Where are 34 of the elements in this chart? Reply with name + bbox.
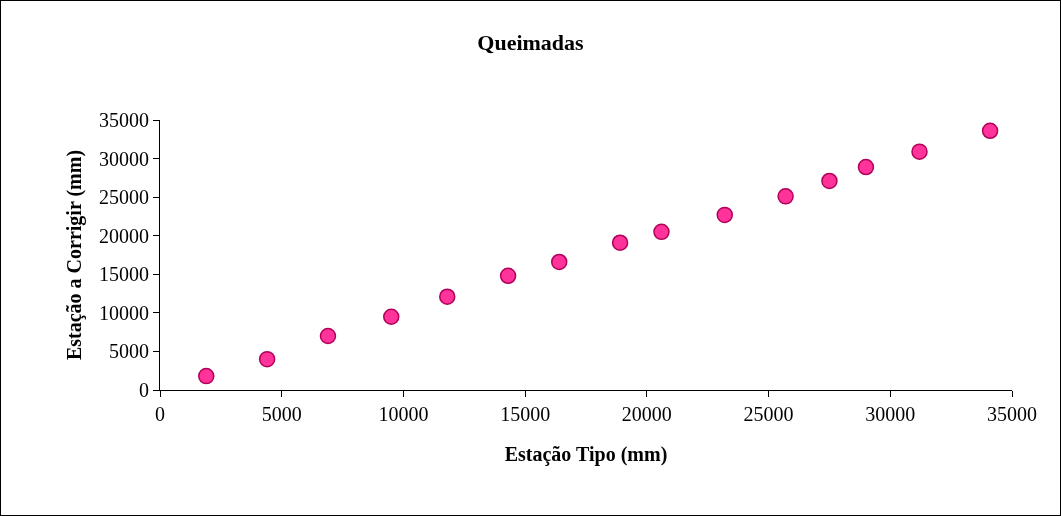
point [383, 308, 400, 325]
point [911, 143, 928, 160]
x-tick-label: 10000 [378, 403, 429, 425]
point [550, 253, 568, 271]
point [499, 267, 517, 285]
point [857, 158, 875, 176]
x-tick-label: 5000 [261, 403, 302, 425]
y-tick-label: 0 [139, 379, 149, 401]
chart-title: Queimadas [477, 29, 585, 55]
point [258, 350, 276, 368]
point [611, 234, 629, 251]
point [716, 206, 733, 224]
y-axis-title: Estação a Corrigir (mm) [62, 149, 86, 361]
point [777, 188, 794, 205]
point [821, 172, 838, 190]
x-tick-label: 0 [155, 403, 165, 425]
y-tick-label: 35000 [99, 109, 149, 131]
y-tick-label: 10000 [99, 301, 149, 324]
point [439, 288, 456, 305]
point [198, 367, 215, 385]
y-tick-label: 15000 [99, 263, 149, 286]
x-tick-label: 25000 [743, 403, 794, 425]
point [653, 223, 670, 241]
point [981, 122, 999, 140]
point [319, 327, 337, 345]
x-tick-label: 15000 [500, 403, 551, 425]
x-tick-label: 20000 [621, 403, 672, 425]
y-tick-label: 20000 [99, 224, 149, 247]
x-tick-label: 35000 [987, 403, 1037, 425]
x-axis-title: Estação Tipo (mm) [504, 442, 668, 466]
y-tick-label: 25000 [99, 186, 149, 209]
x-tick-label: 30000 [865, 403, 916, 425]
y-tick-label: 5000 [109, 340, 149, 363]
y-tick-label: 30000 [99, 147, 149, 170]
